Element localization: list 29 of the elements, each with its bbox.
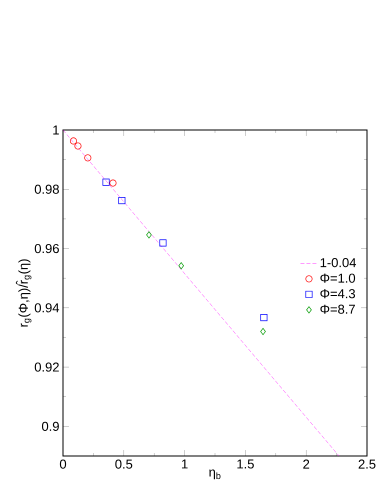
legend-label: Φ=4.3	[320, 289, 356, 298]
y-axis-title: r$_{g}$(Φ,η)/r̂$_{g}$(η)	[16, 259, 32, 327]
point	[70, 137, 77, 144]
y-tick-label: 1	[53, 126, 59, 134]
y-tick-label: 0.92	[34, 362, 59, 372]
y-tick-label: 0.96	[34, 244, 59, 254]
x-tick-label: 0	[60, 460, 66, 469]
point	[260, 314, 268, 322]
point	[146, 231, 152, 238]
point	[84, 154, 92, 162]
x-tick-label: 1	[182, 460, 188, 468]
point	[74, 142, 82, 150]
y-tick-label: 0.9	[42, 422, 59, 431]
point	[178, 262, 184, 270]
x-tick-label: 1.5	[237, 460, 254, 469]
point	[118, 196, 126, 204]
point	[109, 180, 117, 187]
legend-label: Φ=1.0	[320, 274, 356, 283]
legend-label: 1-0.04	[320, 258, 356, 268]
point	[260, 328, 266, 336]
y-tick-label: 0.98	[34, 184, 59, 194]
legend-label: Φ=8.7	[320, 304, 355, 314]
point	[102, 178, 110, 186]
point	[159, 239, 166, 246]
x-tick-label: 2	[303, 460, 310, 469]
x-axis-title: η$_{b}$	[209, 470, 220, 480]
x-tick-label: 0.5	[115, 460, 132, 469]
x-tick-label: 2.5	[358, 460, 376, 469]
y-tick-label: 0.94	[34, 303, 60, 312]
